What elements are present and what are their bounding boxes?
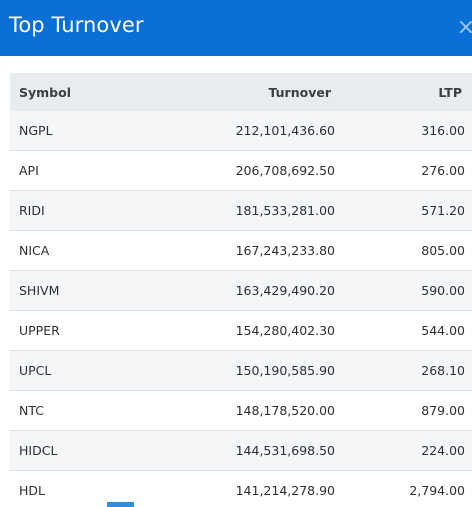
table-row[interactable]: SHIVM 163,429,490.20 590.00 xyxy=(10,271,472,311)
modal-header: Top Turnover × xyxy=(0,0,472,56)
ltp-cell: 571.20 xyxy=(421,203,465,218)
table-row[interactable]: HDL 141,214,278.90 2,794.00 xyxy=(10,471,472,507)
turnover-table: Symbol Turnover LTP NGPL 212,101,436.60 … xyxy=(10,73,472,507)
column-header-turnover[interactable]: Turnover xyxy=(268,84,332,100)
table-row[interactable]: UPCL 150,190,585.90 268.10 xyxy=(10,351,472,391)
turnover-cell: 144,531,698.50 xyxy=(235,443,335,458)
table-row[interactable]: NICA 167,243,233.80 805.00 xyxy=(10,231,472,271)
ltp-cell: 268.10 xyxy=(421,363,465,378)
symbol-cell: HIDCL xyxy=(19,443,58,458)
turnover-cell: 206,708,692.50 xyxy=(235,163,335,178)
symbol-cell: NGPL xyxy=(19,123,53,138)
scrollbar-thumb[interactable] xyxy=(107,502,134,507)
symbol-cell: API xyxy=(19,163,39,178)
turnover-cell: 212,101,436.60 xyxy=(235,123,335,138)
symbol-cell: HDL xyxy=(19,483,45,498)
turnover-cell: 154,280,402.30 xyxy=(235,323,335,338)
turnover-cell: 141,214,278.90 xyxy=(235,483,335,498)
table-row[interactable]: RIDI 181,533,281.00 571.20 xyxy=(10,191,472,231)
turnover-cell: 163,429,490.20 xyxy=(235,283,335,298)
ltp-cell: 805.00 xyxy=(421,243,465,258)
symbol-cell: NICA xyxy=(19,243,50,258)
symbol-cell: UPCL xyxy=(19,363,52,378)
symbol-cell: NTC xyxy=(19,403,44,418)
ltp-cell: 316.00 xyxy=(421,123,465,138)
column-header-symbol[interactable]: Symbol xyxy=(19,84,71,100)
symbol-cell: UPPER xyxy=(19,323,60,338)
ltp-cell: 276.00 xyxy=(421,163,465,178)
symbol-cell: RIDI xyxy=(19,203,45,218)
ltp-cell: 2,794.00 xyxy=(409,483,465,498)
ltp-cell: 544.00 xyxy=(421,323,465,338)
ltp-cell: 224.00 xyxy=(421,443,465,458)
ltp-cell: 590.00 xyxy=(421,283,465,298)
ltp-cell: 879.00 xyxy=(421,403,465,418)
table-row[interactable]: NTC 148,178,520.00 879.00 xyxy=(10,391,472,431)
modal-title: Top Turnover xyxy=(9,13,144,37)
table-row[interactable]: NGPL 212,101,436.60 316.00 xyxy=(10,111,472,151)
turnover-cell: 181,533,281.00 xyxy=(235,203,335,218)
close-icon[interactable]: × xyxy=(456,15,472,40)
table-row[interactable]: API 206,708,692.50 276.00 xyxy=(10,151,472,191)
turnover-cell: 150,190,585.90 xyxy=(235,363,335,378)
turnover-cell: 148,178,520.00 xyxy=(235,403,335,418)
turnover-cell: 167,243,233.80 xyxy=(235,243,335,258)
table-header-row: Symbol Turnover LTP xyxy=(10,73,472,111)
table-row[interactable]: UPPER 154,280,402.30 544.00 xyxy=(10,311,472,351)
column-header-ltp[interactable]: LTP xyxy=(438,84,462,100)
symbol-cell: SHIVM xyxy=(19,283,60,298)
table-row[interactable]: HIDCL 144,531,698.50 224.00 xyxy=(10,431,472,471)
